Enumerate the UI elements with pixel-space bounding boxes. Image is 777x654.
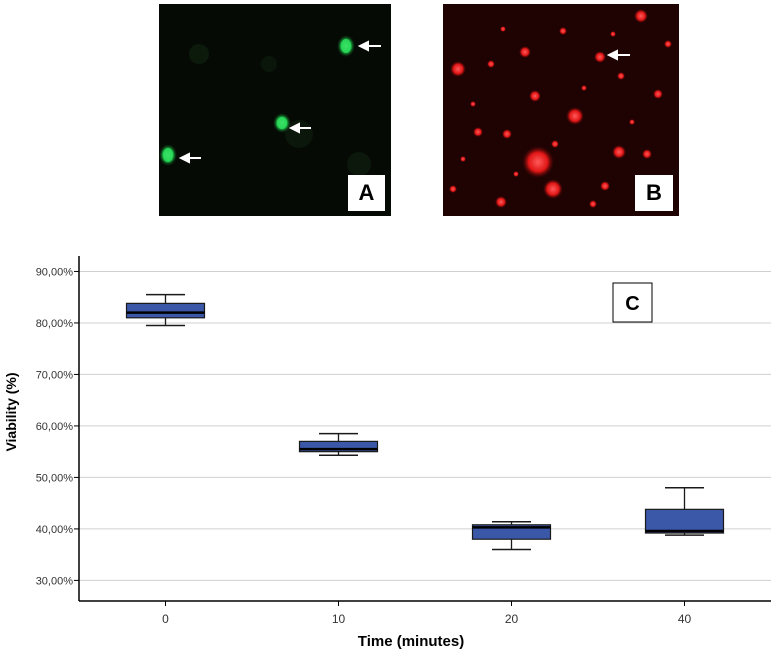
panel-label-c-box — [612, 282, 653, 323]
box-10 — [298, 432, 379, 457]
stained-cells — [449, 9, 673, 208]
y-axis-title: Viability (%) — [3, 372, 19, 451]
viability-boxplot: 30,00% 40,00% 50,00% 60,00% 70,00% 80,00% 90,0… — [3, 256, 771, 650]
micrograph-panel-b: B — [443, 4, 679, 216]
y-tick-label: 70,00% — [36, 369, 74, 381]
boxes — [125, 293, 725, 551]
x-tick-label: 20 — [505, 612, 519, 626]
box-20 — [471, 520, 552, 551]
arrow-icon — [178, 152, 201, 164]
y-tick-label: 80,00% — [36, 318, 74, 330]
green-fluorescence-image — [159, 4, 391, 216]
y-tick-labels: 30,00% 40,00% 50,00% 60,00% 70,00% 80,00% 90,0… — [36, 266, 74, 587]
y-tick-label: 40,00% — [36, 524, 74, 536]
box-0 — [125, 293, 206, 327]
micrograph-panel-a: A — [159, 4, 391, 216]
iqr-box — [298, 440, 379, 453]
panel-label-a: A — [348, 175, 385, 211]
y-tick-label: 30,00% — [36, 575, 74, 587]
arrow-icon — [606, 49, 630, 61]
panel-label-b: B — [635, 175, 673, 211]
iqr-box — [125, 302, 206, 319]
box-40 — [644, 486, 725, 536]
panel-label-c: C — [625, 293, 639, 315]
y-tick-label: 90,00% — [36, 266, 74, 278]
x-tick-label: 0 — [162, 612, 169, 626]
arrow-icon — [357, 40, 381, 52]
axes — [74, 256, 771, 606]
y-tick-label: 60,00% — [36, 421, 74, 433]
x-axis-title: Time (minutes) — [358, 633, 464, 650]
y-tick-label: 50,00% — [36, 472, 74, 484]
x-tick-label: 10 — [332, 612, 346, 626]
iqr-box — [644, 508, 725, 534]
arrow-icon — [288, 122, 311, 134]
x-tick-label: 40 — [678, 612, 692, 626]
x-tick-labels: 0 10 20 40 — [162, 612, 691, 626]
